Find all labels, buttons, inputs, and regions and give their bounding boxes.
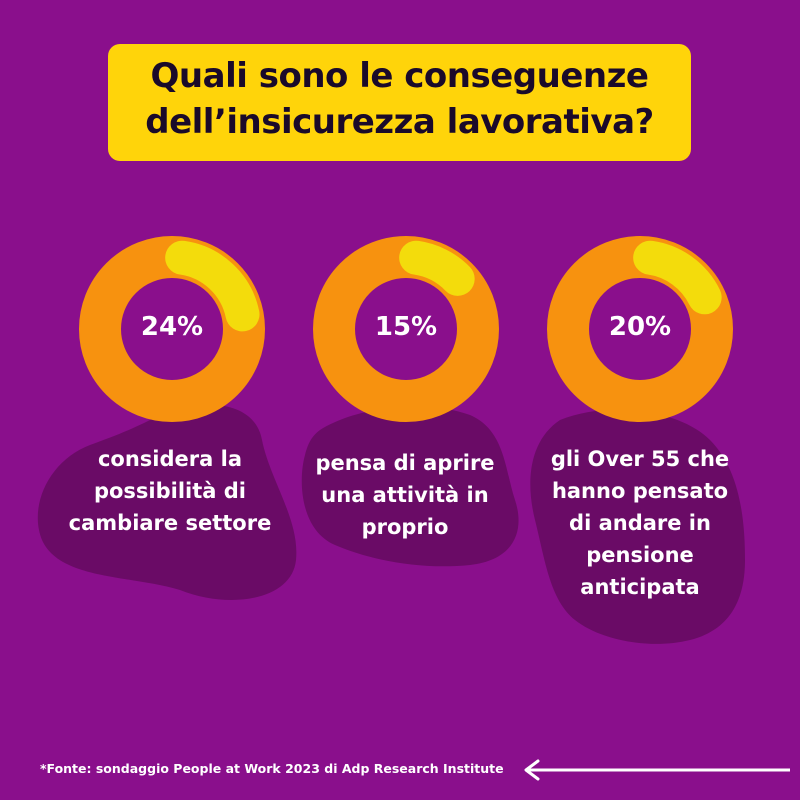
description-2-line-1: pensa di aprire	[315, 451, 495, 475]
value-label-2: 15%	[374, 312, 438, 342]
value-label-3: 20%	[608, 312, 672, 342]
blob-2	[301, 406, 519, 567]
description-3: gli Over 55 che hanno pensato di andare …	[535, 443, 745, 603]
description-3-line-2: hanno pensato	[551, 479, 729, 503]
description-3-line-4: pensione	[586, 543, 694, 567]
description-2: pensa di aprire una attività in proprio	[300, 447, 510, 543]
description-2-line-2: una attività in	[321, 483, 489, 507]
page-title-line-1: Quali sono le conseguenze	[150, 56, 649, 96]
title-box: Quali sono le conseguenze dell’insicurez…	[108, 44, 691, 161]
description-3-line-3: di andare in	[569, 511, 711, 535]
source-footnote: *Fonte: sondaggio People at Work 2023 di…	[40, 761, 504, 776]
description-2-line-3: proprio	[361, 515, 449, 539]
donut-chart-2	[313, 236, 499, 422]
description-1-line-3: cambiare settore	[68, 511, 272, 535]
description-1: considera la possibilità di cambiare set…	[60, 443, 280, 539]
donut-arc-1	[165, 240, 260, 332]
arrow-left-icon[interactable]	[520, 758, 790, 782]
blob-3	[530, 409, 745, 644]
blob-1	[37, 404, 297, 600]
page-title-line-2: dell’insicurezza lavorativa?	[145, 102, 654, 142]
description-3-line-5: anticipata	[580, 575, 700, 599]
donut-arc-3	[633, 240, 722, 315]
description-3-line-1: gli Over 55 che	[550, 447, 730, 471]
donut-chart-3	[547, 236, 733, 422]
description-1-line-1: considera la	[97, 447, 242, 471]
value-label-1: 24%	[140, 312, 204, 342]
donut-arc-2	[399, 240, 475, 296]
description-1-line-2: possibilità di	[93, 479, 247, 503]
donut-chart-1	[79, 236, 265, 422]
